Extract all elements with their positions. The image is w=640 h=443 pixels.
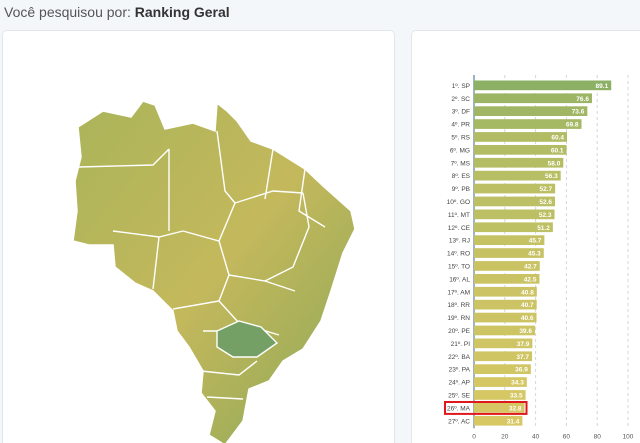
bar[interactable]	[474, 415, 523, 426]
bar[interactable]	[474, 170, 561, 181]
data-label: 31.4	[507, 418, 520, 425]
category-label: 6º. MG	[450, 147, 470, 154]
category-label: 12º. CE	[448, 225, 471, 232]
data-label: 40.7	[521, 302, 534, 309]
data-label: 89.1	[596, 83, 609, 90]
data-label: 52.7	[540, 186, 553, 193]
category-label: 10º. GO	[447, 199, 470, 206]
data-label: 76.6	[576, 96, 589, 103]
category-label: 9º. PB	[452, 186, 470, 193]
bar[interactable]	[474, 325, 535, 336]
bar[interactable]	[474, 261, 540, 271]
data-label: 58.0	[548, 160, 561, 167]
data-label: 52.3	[539, 212, 552, 219]
category-label: 11º. MT	[448, 212, 470, 219]
bar[interactable]	[474, 274, 540, 284]
bar[interactable]	[474, 351, 533, 362]
category-label: 26º. MA	[447, 405, 471, 412]
data-label: 69.8	[566, 122, 579, 129]
data-label: 60.4	[551, 134, 564, 141]
category-label: 23º. PA	[449, 367, 471, 374]
x-tick-label: 100	[623, 433, 634, 440]
category-label: 24º. AP	[448, 380, 470, 387]
bar[interactable]	[474, 93, 592, 104]
bar[interactable]	[474, 106, 588, 116]
highlight-box	[444, 401, 528, 415]
category-label: 16º. AL	[449, 276, 470, 283]
bar[interactable]	[474, 157, 564, 168]
bar[interactable]	[474, 390, 526, 400]
data-label: 60.1	[551, 147, 564, 154]
category-label: 3º. DF	[452, 109, 470, 116]
category-label: 1º. SP	[452, 83, 470, 90]
category-label: 21º. PI	[451, 341, 471, 348]
data-label: 37.7	[516, 354, 529, 361]
data-label: 34.3	[511, 380, 524, 387]
state-sp[interactable]	[216, 320, 279, 358]
x-tick-label: 40	[532, 433, 540, 440]
bar[interactable]	[474, 377, 527, 387]
data-label: 42.5	[524, 276, 537, 283]
bar[interactable]	[474, 403, 525, 413]
data-label: 33.5	[510, 392, 523, 399]
bar[interactable]	[474, 364, 531, 374]
data-label: 37.9	[517, 341, 530, 348]
bar[interactable]	[474, 119, 582, 129]
x-tick-label: 80	[594, 433, 602, 440]
bar[interactable]	[474, 222, 553, 233]
bar[interactable]	[474, 80, 612, 91]
search-summary: Você pesquisou por: Ranking Geral	[4, 4, 230, 20]
bar[interactable]	[474, 183, 556, 194]
ranking-chart-card: 0 20 40 60 80 100 1º. SP 89.1 2º. SC 76.6 3º. DF 73…	[411, 30, 640, 443]
category-label: 7º. MS	[451, 160, 471, 167]
category-label: 15º. TO	[448, 263, 470, 270]
search-prefix: Você pesquisou por:	[4, 4, 131, 20]
bar[interactable]	[474, 196, 556, 207]
category-label: 27º. AC	[448, 418, 470, 425]
category-label: 5º. RS	[451, 134, 470, 141]
bar[interactable]	[474, 286, 537, 297]
map-card	[2, 30, 395, 443]
bar[interactable]	[474, 338, 533, 349]
brazil-map-outline[interactable]	[72, 100, 356, 443]
category-label: 25º. SE	[448, 392, 471, 399]
data-label: 36.9	[515, 367, 528, 374]
bar[interactable]	[474, 248, 544, 258]
data-label: 45.3	[528, 251, 541, 258]
data-label: 39.6	[519, 328, 532, 335]
category-label: 2º. SC	[451, 96, 470, 103]
category-label: 14º. RO	[447, 251, 470, 258]
data-label: 52.6	[539, 199, 552, 206]
category-label: 19º. RN	[447, 315, 470, 322]
search-query: Ranking Geral	[134, 4, 230, 20]
bar[interactable]	[474, 132, 568, 142]
x-tick-label: 20	[501, 433, 509, 440]
bar[interactable]	[474, 299, 537, 310]
data-label: 45.7	[529, 238, 542, 245]
ranking-bar-chart: 0 20 40 60 80 100 1º. SP 89.1 2º. SC 76.6 3º. DF 73…	[444, 75, 634, 440]
data-label: 32.8	[509, 405, 522, 412]
brazil-map-icon	[72, 100, 356, 443]
bar[interactable]	[474, 235, 545, 245]
category-label: 18º. RR	[447, 302, 470, 309]
data-label: 42.7	[524, 263, 537, 270]
x-tick-label: 60	[563, 433, 571, 440]
bar[interactable]	[474, 209, 555, 220]
category-label: 17º. AM	[447, 289, 470, 296]
x-tick-label: 0	[472, 433, 476, 440]
bar[interactable]	[474, 312, 537, 323]
data-label: 73.6	[572, 109, 585, 116]
category-label: 4º. PR	[451, 122, 470, 129]
category-label: 13º. RJ	[449, 238, 470, 245]
data-label: 56.3	[545, 173, 558, 180]
category-label: 8º. ES	[452, 173, 471, 180]
data-label: 51.2	[537, 225, 550, 232]
data-label: 40.8	[521, 289, 534, 296]
category-label: 20º. PE	[448, 328, 471, 335]
category-label: 22º. BA	[448, 354, 471, 361]
bar[interactable]	[474, 145, 567, 155]
data-label: 40.6	[521, 315, 534, 322]
